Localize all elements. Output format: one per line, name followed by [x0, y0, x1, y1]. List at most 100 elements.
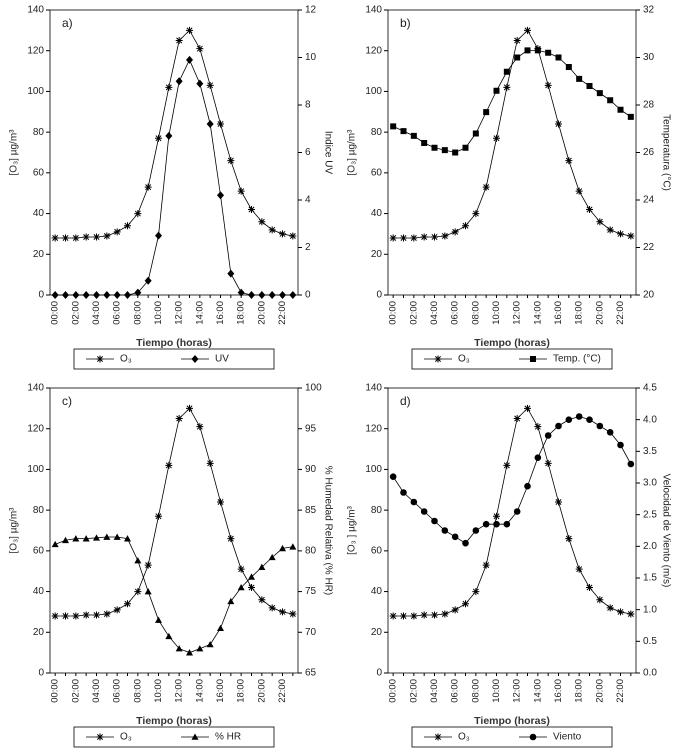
marker	[227, 535, 235, 543]
marker	[493, 520, 500, 528]
marker	[217, 120, 224, 128]
marker	[627, 232, 635, 240]
marker	[586, 416, 593, 423]
marker	[524, 482, 531, 490]
marker	[410, 234, 418, 242]
marker	[206, 120, 214, 128]
marker	[165, 83, 173, 91]
y-axis-label: [O₃ ] µg/m³	[347, 505, 358, 554]
marker	[617, 230, 624, 238]
marker	[62, 612, 69, 620]
x-tick-label: 02:00	[70, 301, 81, 325]
marker	[237, 187, 245, 195]
marker	[155, 616, 162, 623]
legend-box	[73, 348, 275, 370]
marker	[565, 157, 573, 165]
marker	[258, 291, 266, 299]
x-tick-label: 14:00	[194, 679, 205, 703]
marker	[472, 527, 480, 534]
series-line	[393, 407, 631, 617]
marker	[606, 226, 614, 234]
marker	[462, 222, 469, 230]
x-tick-label: 00:00	[388, 301, 399, 325]
marker	[175, 415, 183, 423]
marker	[420, 508, 428, 515]
series-line	[55, 29, 293, 239]
marker	[534, 423, 542, 431]
marker	[410, 132, 417, 139]
y-axis-label: [O₃] µg/m³	[9, 507, 20, 554]
y-tick-label: 20	[33, 249, 45, 260]
marker	[51, 612, 59, 620]
y2-tick-label: 4.5	[643, 383, 657, 394]
marker	[544, 459, 552, 467]
x-tick-label: 22:00	[277, 301, 288, 325]
x-tick-label: 22:00	[615, 679, 626, 703]
marker	[191, 355, 199, 363]
x-tick-label: 20:00	[256, 301, 267, 325]
marker	[144, 561, 152, 569]
marker	[72, 612, 80, 620]
series-line	[392, 416, 632, 544]
marker	[237, 565, 245, 573]
marker	[434, 355, 442, 363]
marker	[431, 611, 438, 619]
marker	[441, 232, 449, 240]
marker	[165, 131, 173, 140]
marker	[400, 128, 407, 135]
y2-tick-label: 100	[305, 383, 322, 394]
marker	[617, 441, 624, 449]
marker	[51, 540, 59, 548]
marker	[103, 533, 111, 540]
marker	[534, 454, 542, 461]
marker	[248, 291, 255, 299]
marker	[544, 81, 552, 89]
y-tick-label: 20	[371, 627, 383, 638]
marker	[472, 210, 480, 218]
marker	[103, 291, 111, 299]
x-tick-label: 04:00	[91, 301, 102, 325]
y-tick-label: 80	[33, 505, 45, 516]
marker	[389, 234, 397, 242]
y-tick-label: 140	[27, 5, 44, 16]
panel-title: c)	[62, 394, 72, 408]
marker	[227, 597, 235, 605]
y2-tick-label: 0.5	[643, 636, 657, 647]
marker	[206, 81, 214, 89]
marker	[217, 191, 224, 200]
marker	[82, 611, 90, 619]
marker	[279, 230, 286, 238]
x-tick-label: 20:00	[594, 301, 605, 325]
marker	[103, 610, 111, 618]
x-tick-label: 14:00	[532, 679, 543, 703]
legend-box	[73, 726, 275, 748]
marker	[441, 527, 449, 534]
marker	[565, 535, 573, 543]
y-tick-label: 40	[371, 586, 383, 597]
x-tick-label: 00:00	[50, 301, 61, 325]
x-axis-label: Tiempo (horas)	[474, 715, 550, 727]
marker	[248, 573, 255, 580]
y2-tick-label: 2	[305, 242, 311, 253]
marker	[62, 291, 69, 299]
x-tick-label: 04:00	[91, 679, 102, 703]
marker	[51, 291, 59, 299]
y-tick-label: 140	[27, 383, 44, 394]
marker	[103, 232, 111, 240]
marker	[93, 611, 100, 619]
marker	[530, 356, 536, 362]
plot-frame	[49, 9, 299, 296]
marker	[627, 610, 635, 618]
y2-tick-label: 0.0	[643, 668, 657, 679]
marker	[96, 355, 104, 363]
panel-title: b)	[400, 16, 411, 30]
marker	[586, 206, 593, 213]
marker	[586, 83, 593, 89]
marker	[596, 596, 604, 604]
plot-frame	[387, 9, 637, 296]
x-tick-label: 12:00	[174, 301, 185, 325]
marker	[441, 147, 448, 154]
marker	[545, 49, 552, 56]
marker	[258, 596, 266, 604]
